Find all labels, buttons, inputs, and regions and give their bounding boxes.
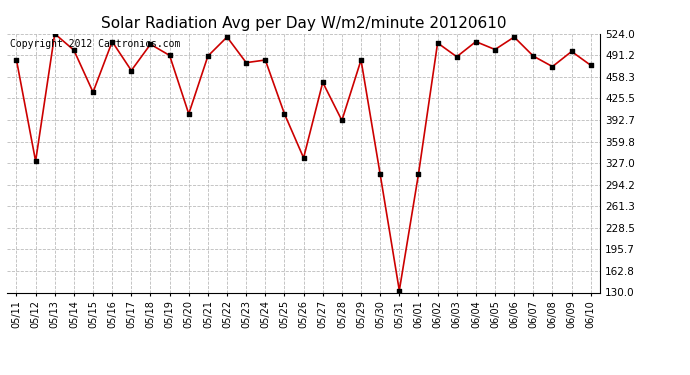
Point: [413, 171, 424, 177]
Point: [241, 60, 252, 66]
Point: [471, 39, 482, 45]
Point: [355, 57, 366, 63]
Point: [260, 57, 271, 63]
Point: [164, 53, 175, 58]
Point: [11, 57, 22, 63]
Point: [68, 47, 79, 53]
Text: Copyright 2012 Cartronics.com: Copyright 2012 Cartronics.com: [10, 39, 180, 49]
Point: [202, 53, 213, 59]
Point: [547, 64, 558, 70]
Point: [336, 117, 347, 123]
Point: [566, 48, 577, 54]
Point: [489, 46, 500, 53]
Point: [509, 34, 520, 40]
Point: [298, 155, 309, 161]
Point: [49, 31, 60, 37]
Point: [375, 171, 386, 177]
Point: [88, 89, 99, 95]
Point: [145, 41, 156, 47]
Point: [432, 40, 443, 46]
Point: [184, 111, 195, 117]
Title: Solar Radiation Avg per Day W/m2/minute 20120610: Solar Radiation Avg per Day W/m2/minute …: [101, 16, 506, 31]
Point: [107, 39, 118, 45]
Point: [279, 111, 290, 117]
Point: [451, 54, 462, 60]
Point: [126, 68, 137, 74]
Point: [221, 34, 233, 40]
Point: [528, 53, 539, 59]
Point: [585, 62, 596, 68]
Point: [317, 80, 328, 86]
Point: [394, 288, 405, 294]
Point: [30, 158, 41, 164]
